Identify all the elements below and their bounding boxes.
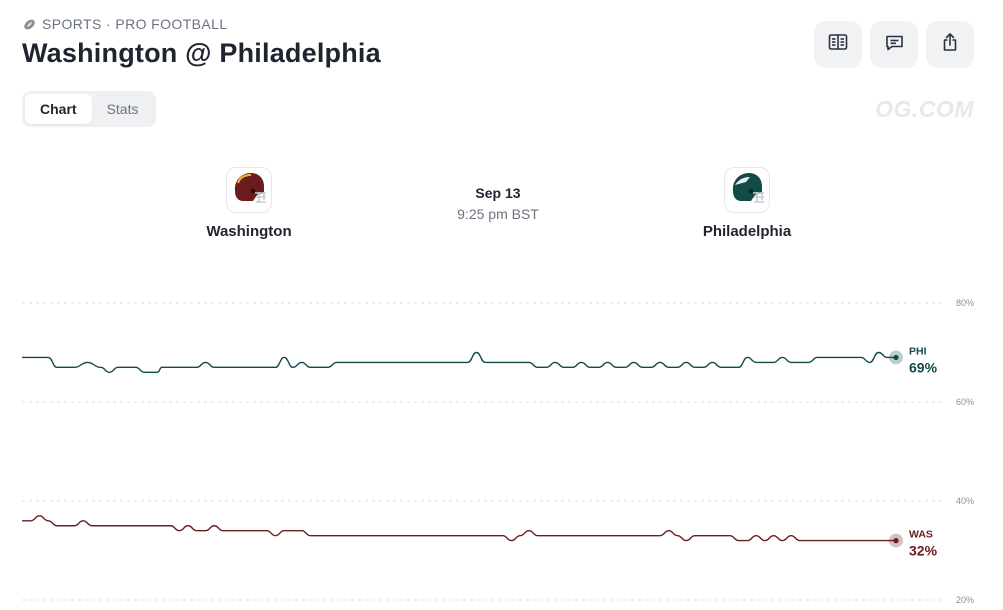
football-icon (23, 18, 36, 31)
share-icon (941, 32, 959, 57)
endpoint-dot-was (893, 538, 899, 544)
away-team[interactable]: Washington (169, 167, 329, 240)
series-line-phi (22, 351, 896, 374)
rules-button[interactable] (814, 21, 862, 68)
series-name-label: PHI (909, 345, 927, 357)
comment-icon (885, 34, 904, 56)
home-team[interactable]: Philadelphia (667, 167, 827, 240)
away-team-name: Washington (206, 223, 292, 240)
page-title: Washington @ Philadelphia (22, 38, 381, 68)
series-line-was (21, 515, 896, 542)
game-time: 9:25 pm BST (457, 206, 539, 222)
series-value-label: 69% (909, 359, 938, 375)
book-icon (828, 33, 848, 56)
home-team-name: Philadelphia (702, 223, 792, 240)
endpoint-dot-phi (893, 354, 899, 361)
win-probability-chart: 80% 60% 40% 20% PHI 69% WAS 32% (21, 298, 974, 605)
watermark-logo: OG.COM (875, 96, 974, 122)
series-name-label: WAS (909, 529, 933, 541)
away-team-logo (226, 167, 272, 213)
share-button[interactable] (926, 21, 974, 68)
y-tick-label: 40% (956, 496, 974, 506)
tab-chart[interactable]: Chart (25, 94, 92, 124)
y-tick-label: 20% (956, 595, 974, 605)
helmet-icon (729, 171, 765, 210)
view-tabs: Chart Stats (22, 91, 157, 127)
y-tick-label: 80% (956, 298, 974, 308)
y-tick-label: 60% (956, 397, 974, 407)
game-date: Sep 13 (475, 185, 521, 201)
series-value-label: 32% (909, 543, 938, 559)
toolbar (814, 21, 974, 68)
game-info: Sep 13 9:25 pm BST (418, 185, 578, 222)
category-label: SPORTS · PRO FOOTBALL (42, 16, 228, 32)
home-team-logo (724, 167, 770, 213)
tab-stats[interactable]: Stats (106, 101, 139, 117)
helmet-icon (231, 171, 267, 210)
breadcrumb: SPORTS · PRO FOOTBALL (23, 16, 228, 32)
comments-button[interactable] (870, 21, 918, 68)
